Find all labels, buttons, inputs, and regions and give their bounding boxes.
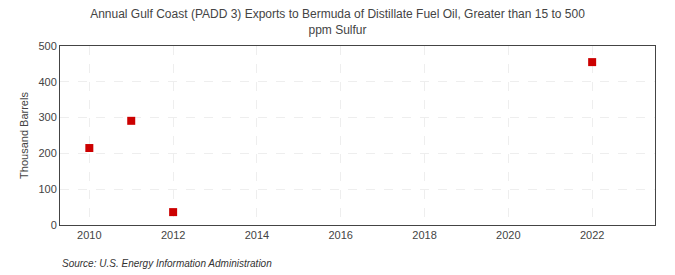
svg-text:0: 0 [51, 219, 57, 231]
svg-text:2012: 2012 [161, 229, 185, 241]
svg-text:2022: 2022 [580, 229, 604, 241]
svg-text:2016: 2016 [328, 229, 352, 241]
svg-text:400: 400 [38, 76, 56, 88]
svg-text:500: 500 [38, 40, 56, 52]
svg-text:2014: 2014 [245, 229, 269, 241]
svg-text:Source: U.S. Energy Informatio: Source: U.S. Energy Information Administ… [62, 258, 272, 269]
svg-text:2020: 2020 [496, 229, 520, 241]
svg-text:Annual Gulf Coast (PADD 3) Exp: Annual Gulf Coast (PADD 3) Exports to Be… [90, 7, 585, 37]
svg-text:2018: 2018 [412, 229, 436, 241]
svg-text:2010: 2010 [77, 229, 101, 241]
svg-text:300: 300 [38, 111, 56, 123]
svg-text:200: 200 [38, 147, 56, 159]
svg-text:100: 100 [38, 183, 56, 195]
svg-text:Thousand Barrels: Thousand Barrels [18, 92, 30, 179]
